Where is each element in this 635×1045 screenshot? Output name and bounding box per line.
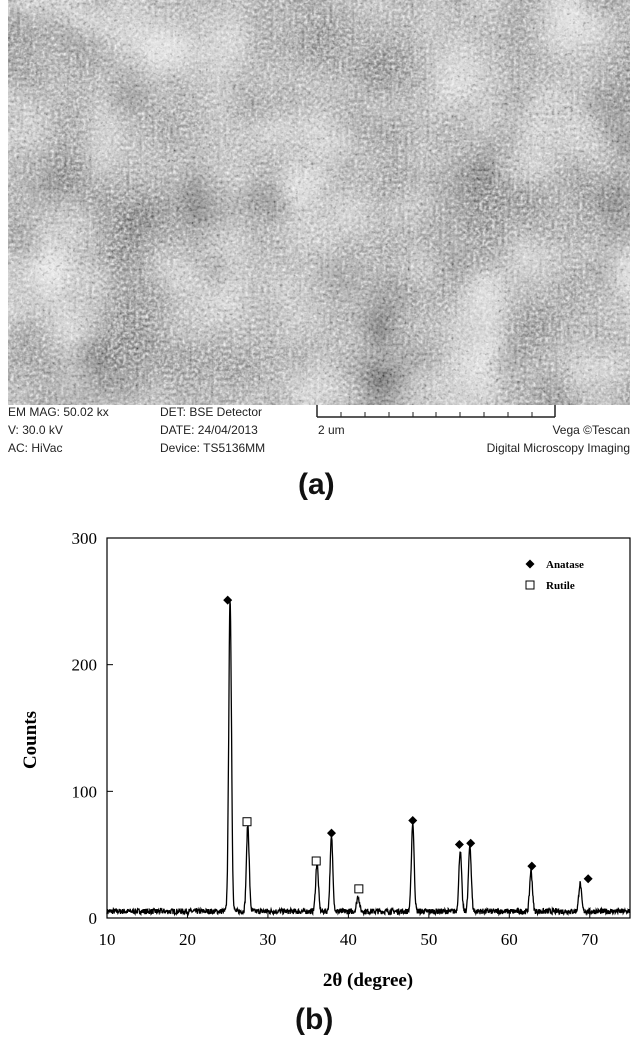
panel-label-b: (b) [295, 1003, 334, 1036]
y-tick-label: 300 [72, 529, 98, 548]
x-tick-label: 10 [99, 930, 116, 949]
rutile-marker [354, 884, 364, 894]
panel-label-a: (a) [298, 468, 335, 501]
sem-info-bar: EM MAG: 50.02 kx V: 30.0 kV AC: HiVac DE… [0, 403, 635, 463]
sem-micrograph [8, 0, 630, 405]
xrd-chart: 10 20 30 40 50 60 70 0 100 200 300 Anatase Rutile 2… [20, 529, 631, 991]
legend-label: Anatase [546, 559, 584, 571]
legend-label: Rutile [546, 580, 575, 592]
rutile-marker [311, 856, 321, 866]
chart-axes: 10 20 30 40 50 60 70 0 100 200 300 [72, 529, 631, 949]
instrument-brand: Vega ©Tescan [552, 423, 630, 437]
x-tick-label: 20 [179, 930, 196, 949]
anatase-marker [466, 838, 476, 848]
anatase-marker [223, 595, 233, 605]
anatase-marker [527, 861, 537, 871]
x-tick-label: 60 [501, 930, 518, 949]
rutile-marker [525, 580, 535, 590]
y-tick-label: 100 [72, 782, 98, 801]
anatase-marker [583, 874, 593, 884]
anatase-marker [408, 815, 418, 825]
x-tick-label: 70 [581, 930, 598, 949]
sem-magnification: EM MAG: 50.02 kx [8, 405, 109, 419]
sem-voltage: V: 30.0 kV [8, 423, 63, 437]
sem-date: DATE: 24/04/2013 [160, 423, 258, 437]
plot-frame [106, 537, 631, 919]
x-tick-label: 50 [420, 930, 437, 949]
scale-bar-label: 2 um [318, 423, 345, 437]
sem-detector: DET: BSE Detector [160, 405, 263, 419]
sem-vacuum: AC: HiVac [8, 441, 63, 455]
anatase-marker [525, 559, 535, 569]
y-tick-label: 0 [89, 909, 98, 928]
legend: Anatase Rutile [525, 559, 584, 592]
x-tick-label: 30 [259, 930, 276, 949]
phase-markers [223, 595, 593, 894]
x-axis-label: 2θ (degree) [323, 970, 413, 991]
sem-device: Device: TS5136MM [160, 441, 266, 455]
y-tick-label: 200 [72, 656, 98, 675]
x-tick-label: 40 [340, 930, 357, 949]
anatase-marker [454, 840, 464, 850]
instrument-brand-sub: Digital Microscopy Imaging [486, 441, 630, 455]
rutile-marker [242, 817, 252, 827]
y-axis-label: Counts [20, 711, 41, 769]
scale-bar [316, 405, 556, 418]
anatase-marker [326, 828, 336, 838]
xrd-trace [106, 600, 631, 917]
